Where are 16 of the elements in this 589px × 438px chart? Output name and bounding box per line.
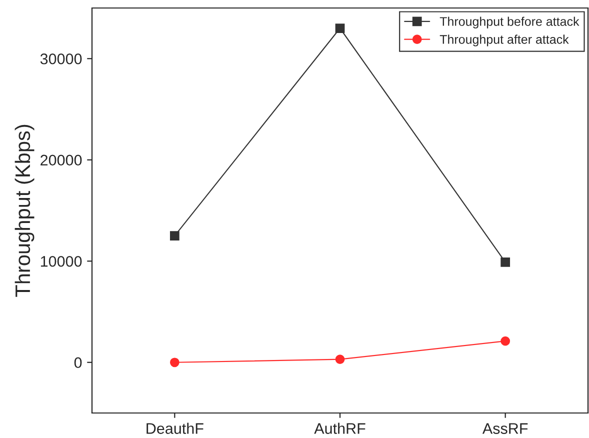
point bbox=[500, 336, 510, 346]
x-tick-label: AuthRF bbox=[314, 422, 366, 434]
point bbox=[335, 24, 345, 33]
legend-label: Throughput before attack bbox=[440, 16, 580, 28]
x-tick-label: AssRF bbox=[482, 423, 528, 434]
y-axis-title: Throughput (Kbps) bbox=[14, 124, 34, 297]
point bbox=[335, 354, 345, 364]
y-tick-label: 0 bbox=[74, 357, 82, 368]
point bbox=[170, 231, 180, 240]
y-tick-label: 20000 bbox=[40, 154, 82, 166]
point bbox=[500, 257, 510, 267]
legend-label: Throughput after attack bbox=[440, 34, 569, 46]
point bbox=[170, 358, 180, 368]
y-tick-label: 30000 bbox=[40, 53, 82, 64]
y-tick-label: 10000 bbox=[40, 256, 82, 267]
x-tick-label: DeauthF bbox=[146, 422, 204, 434]
